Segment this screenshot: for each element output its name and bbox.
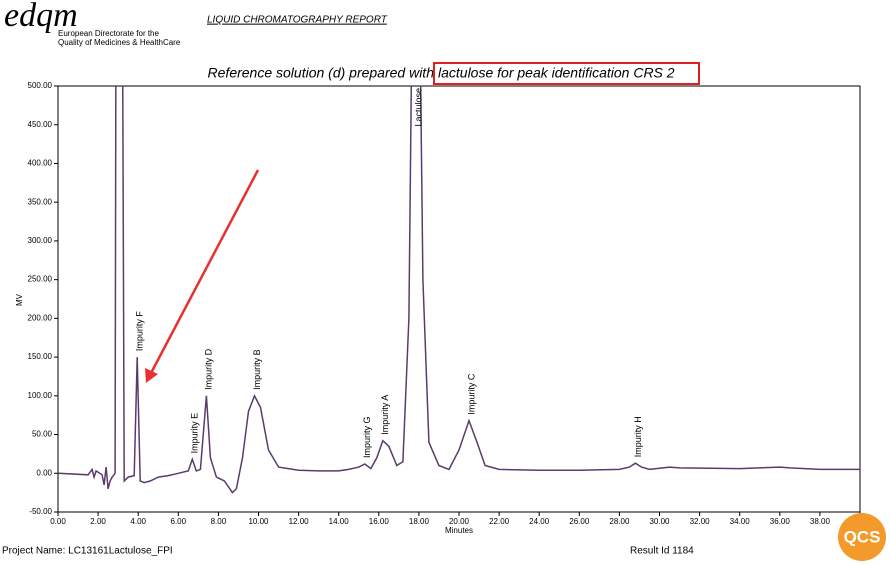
x-axis-label: Minutes [445, 526, 473, 535]
y-tick-label: 200.00 [28, 313, 53, 322]
y-tick-label: -50.00 [29, 507, 52, 516]
org-line: European Directorate for the [58, 29, 159, 38]
watermark: QCS [844, 527, 881, 546]
y-tick-label: 0.00 [36, 468, 52, 477]
x-tick-label: 36.00 [770, 517, 791, 526]
x-tick-label: 14.00 [329, 517, 350, 526]
peak-label: Impurity A [380, 395, 390, 435]
watermark-badge [838, 513, 886, 561]
x-tick-label: 26.00 [569, 517, 590, 526]
y-tick-label: 50.00 [32, 430, 53, 439]
x-tick-label: 18.00 [409, 517, 430, 526]
y-tick-label: 250.00 [28, 275, 53, 284]
chromatogram-line [58, 86, 860, 494]
y-tick-label: 400.00 [28, 159, 53, 168]
x-tick-label: 4.00 [130, 517, 146, 526]
x-tick-label: 12.00 [289, 517, 310, 526]
x-tick-label: 38.00 [810, 517, 831, 526]
peak-label: Impurity B [252, 349, 262, 390]
chart-title: Reference solution (d) prepared with [208, 65, 435, 81]
highlight-box [433, 62, 700, 85]
peak-label: Impurity H [633, 416, 643, 457]
x-tick-label: 24.00 [529, 517, 550, 526]
x-tick-label: 0.00 [50, 517, 66, 526]
result-id: Result Id 1184 [630, 546, 694, 557]
arrow [148, 169, 260, 376]
x-tick-label: 6.00 [171, 517, 187, 526]
report-title: LIQUID CHROMATOGRAPHY REPORT [207, 15, 388, 26]
x-tick-label: 20.00 [449, 517, 470, 526]
y-tick-label: 150.00 [28, 352, 53, 361]
y-tick-label: 300.00 [28, 236, 53, 245]
chart-title-highlight: lactulose for peak identification CRS 2 [438, 65, 675, 81]
y-axis-label: MV [15, 293, 24, 306]
arrow-head [145, 368, 158, 383]
peak-label: Impurity E [190, 413, 200, 454]
y-tick-label: 100.00 [28, 391, 53, 400]
x-tick-label: 16.00 [369, 517, 390, 526]
x-tick-label: 30.00 [649, 517, 670, 526]
project-name: Project Name: LC13161Lactulose_FPI [2, 546, 173, 557]
x-tick-label: 28.00 [609, 517, 630, 526]
x-tick-label: 2.00 [90, 517, 106, 526]
x-tick-label: 8.00 [211, 517, 227, 526]
peak-label: Impurity G [362, 416, 372, 458]
logo: edqm [4, 0, 78, 34]
peak-label: Impurity F [135, 311, 145, 352]
y-tick-label: 450.00 [28, 120, 53, 129]
x-tick-label: 10.00 [248, 517, 269, 526]
y-tick-label: 350.00 [28, 197, 53, 206]
peak-label: Lactulose [413, 88, 423, 127]
x-tick-label: 32.00 [690, 517, 711, 526]
peak-label: Impurity C [466, 373, 476, 415]
x-tick-label: 34.00 [730, 517, 751, 526]
org-line: Quality of Medicines & HealthCare [58, 38, 181, 47]
peak-label: Impurity D [204, 348, 214, 390]
x-tick-label: 22.00 [489, 517, 510, 526]
y-tick-label: 500.00 [28, 81, 53, 90]
